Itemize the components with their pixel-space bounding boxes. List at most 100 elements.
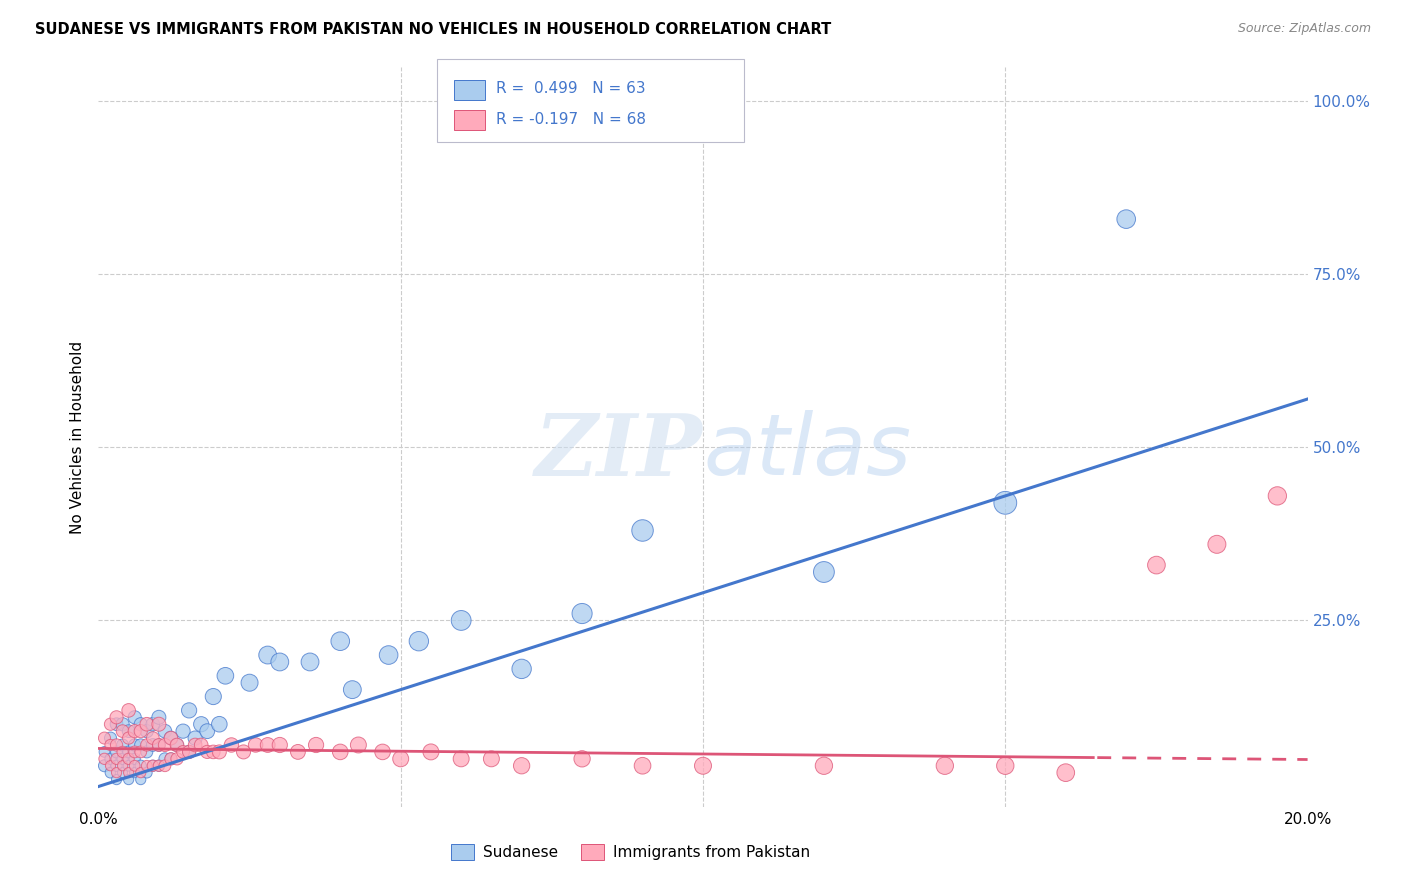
Point <box>124 710 146 724</box>
Point <box>202 690 225 704</box>
Point <box>389 752 412 766</box>
Point <box>129 738 152 752</box>
Point <box>118 758 141 772</box>
Point <box>124 758 146 772</box>
Point <box>135 745 157 759</box>
Point <box>93 758 115 772</box>
Point <box>135 738 157 752</box>
Text: SUDANESE VS IMMIGRANTS FROM PAKISTAN NO VEHICLES IN HOUSEHOLD CORRELATION CHART: SUDANESE VS IMMIGRANTS FROM PAKISTAN NO … <box>35 22 831 37</box>
Point <box>148 758 170 772</box>
Point <box>153 738 176 752</box>
Point <box>129 765 152 780</box>
Point <box>408 634 430 648</box>
Point <box>124 738 146 752</box>
Point <box>166 752 188 766</box>
Point <box>93 752 115 766</box>
Point <box>813 565 835 579</box>
Point <box>135 765 157 780</box>
Point <box>195 745 218 759</box>
Point <box>172 724 194 739</box>
Point <box>287 745 309 759</box>
Point <box>105 738 128 752</box>
Point <box>179 745 201 759</box>
Point <box>347 738 370 752</box>
Point <box>166 738 188 752</box>
Point <box>129 717 152 731</box>
Point <box>172 745 194 759</box>
Point <box>208 717 231 731</box>
Point <box>135 758 157 772</box>
Text: ZIP: ZIP <box>536 410 703 493</box>
Point <box>100 765 122 780</box>
Point <box>184 731 207 745</box>
Point <box>232 745 254 759</box>
Point <box>105 758 128 772</box>
Point <box>299 655 322 669</box>
Point <box>153 724 176 739</box>
Point <box>190 717 212 731</box>
Point <box>269 655 291 669</box>
Point <box>214 669 236 683</box>
Point <box>1115 212 1137 227</box>
Point <box>129 745 152 759</box>
Point <box>256 648 278 662</box>
Point <box>450 752 472 766</box>
Point <box>105 745 128 759</box>
Point <box>135 717 157 731</box>
Text: Source: ZipAtlas.com: Source: ZipAtlas.com <box>1237 22 1371 36</box>
Point <box>111 717 134 731</box>
Point <box>692 758 714 772</box>
Point <box>148 738 170 752</box>
Point <box>148 710 170 724</box>
Point <box>118 745 141 759</box>
Point <box>111 745 134 759</box>
Point <box>190 738 212 752</box>
Point <box>105 772 128 787</box>
Point <box>118 724 141 739</box>
Point <box>481 752 503 766</box>
Point <box>118 772 141 787</box>
Point <box>124 724 146 739</box>
Point <box>111 758 134 772</box>
Point <box>118 752 141 766</box>
Point <box>631 758 654 772</box>
Point <box>202 745 225 759</box>
Point <box>239 675 262 690</box>
Point <box>124 752 146 766</box>
Point <box>342 682 364 697</box>
Y-axis label: No Vehicles in Household: No Vehicles in Household <box>70 341 86 533</box>
Point <box>166 738 188 752</box>
Point <box>129 724 152 739</box>
Point <box>111 752 134 766</box>
Point <box>934 758 956 772</box>
Point <box>160 752 183 766</box>
Point <box>631 524 654 538</box>
Point <box>245 738 267 752</box>
Point <box>179 703 201 717</box>
Point <box>1144 558 1167 573</box>
Text: atlas: atlas <box>703 410 911 493</box>
Point <box>129 772 152 787</box>
Point <box>124 765 146 780</box>
Point <box>100 758 122 772</box>
Point <box>148 717 170 731</box>
Point <box>111 724 134 739</box>
Point <box>994 496 1017 510</box>
Point <box>118 731 141 745</box>
Point <box>100 717 122 731</box>
Point <box>124 745 146 759</box>
Point <box>1054 765 1077 780</box>
Point <box>105 765 128 780</box>
Point <box>195 724 218 739</box>
Point <box>510 758 533 772</box>
Point <box>105 710 128 724</box>
Point <box>142 738 165 752</box>
Point <box>111 765 134 780</box>
Point <box>105 752 128 766</box>
Point <box>994 758 1017 772</box>
Point <box>142 758 165 772</box>
Point <box>129 758 152 772</box>
Point <box>153 752 176 766</box>
Point <box>420 745 443 759</box>
Point <box>93 745 115 759</box>
